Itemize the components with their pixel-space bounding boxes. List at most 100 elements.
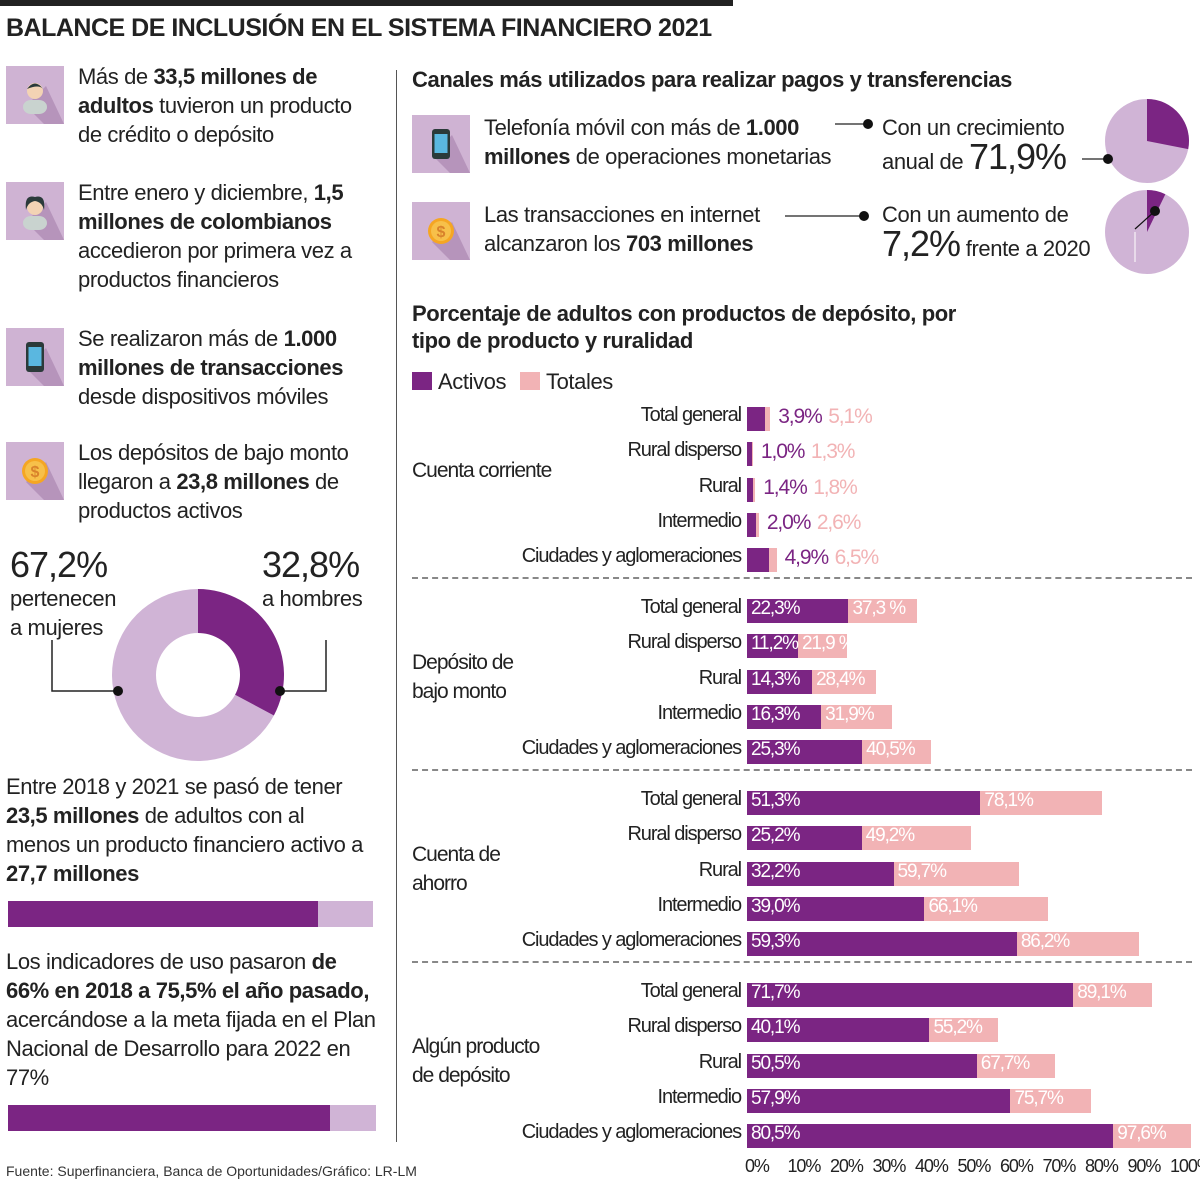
- mobile-phone-icon: [412, 115, 470, 173]
- stat-post: desde dispositivos móviles: [78, 384, 329, 409]
- category-label: Total general: [640, 788, 742, 810]
- label-totales: 21,9 %: [801, 633, 856, 655]
- category-label: Ciudades y aglomeraciones: [521, 1121, 742, 1144]
- stat-pre: Más de: [78, 64, 154, 89]
- legend-swatch-activos: [412, 372, 432, 390]
- label-activos: 40,1%: [751, 1017, 800, 1039]
- label-totales: 97,6%: [1117, 1123, 1166, 1145]
- chart-title: Porcentaje de adultos con productos de d…: [412, 301, 956, 353]
- men-leader-dot: [275, 686, 285, 696]
- label-totales: 75,7%: [1014, 1087, 1063, 1109]
- x-tick-label: 50%: [957, 1156, 992, 1176]
- label-activos: 39,0%: [751, 895, 800, 917]
- bar-activos: [747, 442, 752, 467]
- label-totales: 78,1%: [984, 790, 1033, 811]
- stat-text-1: Entre enero y diciembre, 1,5 millones de…: [78, 178, 378, 294]
- women-leader-line: [51, 640, 118, 692]
- label-activos: 1,4%: [763, 475, 808, 499]
- category-label: Intermedio: [657, 893, 743, 916]
- category-label: Rural: [698, 666, 742, 689]
- stat-pre: Los depósitos de bajo monto llegaron a: [78, 440, 349, 494]
- category-label: Rural: [698, 474, 742, 497]
- bar-activos: [747, 599, 849, 623]
- usage-progress-bar: [8, 1105, 376, 1131]
- x-tick-label: 60%: [1000, 1156, 1034, 1176]
- category-label: Ciudades y aglomeraciones: [521, 929, 742, 952]
- label-activos: 25,3%: [751, 739, 800, 761]
- adults-progress-fill: [8, 901, 318, 927]
- label-activos: 4,9%: [784, 546, 830, 570]
- women-percent: 67,2%: [10, 544, 108, 585]
- men-leader-line: [280, 640, 327, 692]
- label-activos: 25,2%: [751, 825, 800, 847]
- channel-bold: 1.000 millones: [484, 115, 799, 169]
- stat-text-2: Se realizaron más de 1.000 millones de t…: [78, 324, 378, 411]
- donut-women-slice: [111, 589, 274, 761]
- label-totales: 55,2%: [933, 1017, 982, 1039]
- label-totales: 59,7%: [897, 860, 947, 882]
- note-post: frente a 2020: [960, 236, 1091, 261]
- x-tick-label: 10%: [787, 1156, 822, 1176]
- bar-activos: [747, 1053, 977, 1078]
- bar-activos: [747, 477, 754, 502]
- label-activos: 22,3%: [751, 598, 800, 619]
- stat-bold: 1,5 millones de colombianos: [78, 180, 344, 234]
- channel-pre: Las transacciones en internet alcanzaron…: [484, 202, 760, 256]
- column-divider: [396, 70, 397, 1142]
- top-rule: [0, 0, 733, 6]
- x-tick-label: 70%: [1042, 1156, 1077, 1176]
- label-activos: 51,3%: [751, 790, 800, 811]
- label-totales: 86,2%: [1020, 931, 1070, 953]
- label-activos: 50,5%: [751, 1052, 800, 1074]
- group-divider: [412, 577, 1192, 579]
- label-totales: 49,2%: [865, 825, 915, 847]
- bar-activos: [747, 1124, 1114, 1149]
- note-pre: Con un aumento de: [882, 202, 1069, 227]
- stat-post: accedieron por primera vez a productos f…: [78, 238, 352, 292]
- category-label: Total general: [640, 404, 742, 426]
- label-activos: 14,3%: [751, 668, 800, 690]
- bar-activos: [747, 704, 822, 729]
- bar-activos: [747, 1018, 930, 1043]
- men-label: a hombres: [262, 586, 363, 611]
- label-totales: 67,7%: [980, 1052, 1030, 1074]
- x-tick-label: 40%: [915, 1156, 949, 1176]
- mobile-phone-icon: [6, 328, 64, 386]
- bar-activos: [747, 791, 981, 815]
- channel-pre: Telefonía móvil con más de: [484, 115, 746, 140]
- label-activos: 11,2%: [751, 633, 799, 655]
- bar-activos: [747, 983, 1074, 1007]
- stat-post: tuvieron un producto de crédito o depósi…: [78, 93, 352, 147]
- label-totales: 66,1%: [928, 895, 977, 917]
- category-label: Intermedio: [657, 701, 743, 724]
- bar-activos: [747, 407, 765, 431]
- group-label: Cuenta corriente: [412, 459, 552, 482]
- bar-activos: [747, 932, 1017, 957]
- svg-text:$: $: [31, 464, 40, 481]
- stat-bold: 33,5 millones de adultos: [78, 64, 318, 118]
- label-totales: 5,1%: [828, 405, 873, 428]
- channel-note-1: Con un aumento de 7,2% frente a 2020: [882, 200, 1107, 263]
- channel-bold: 703 millones: [625, 231, 754, 256]
- label-activos: 3,9%: [778, 405, 823, 428]
- women-label: pertenecen a mujeres: [10, 586, 117, 640]
- label-activos: 71,7%: [751, 982, 800, 1003]
- channel-text-0: Telefonía móvil con más de 1.000 millone…: [484, 113, 854, 171]
- x-tick-label: 0%: [745, 1156, 770, 1176]
- usage-text: Los indicadores de uso pasaron de 66% en…: [6, 949, 376, 1090]
- label-totales: 37,3 %: [852, 598, 906, 619]
- label-totales: 6,5%: [834, 546, 880, 570]
- men-percent: 32,8%: [262, 544, 360, 585]
- channel-post: de operaciones monetarias: [570, 144, 832, 169]
- donut-men-slice: [198, 589, 284, 716]
- label-totales: 1,3%: [810, 440, 856, 464]
- category-label: Intermedio: [657, 1085, 743, 1108]
- group-label: Cuenta de ahorro: [412, 843, 501, 895]
- channel-pie-1: [785, 190, 1189, 274]
- bar-activos: [747, 896, 925, 921]
- label-activos: 59,3%: [751, 931, 800, 953]
- legend-totales: Totales: [546, 369, 613, 394]
- label-activos: 57,9%: [751, 1087, 800, 1109]
- coin-icon: $: [6, 442, 64, 500]
- note-big: 7,2%: [882, 223, 961, 264]
